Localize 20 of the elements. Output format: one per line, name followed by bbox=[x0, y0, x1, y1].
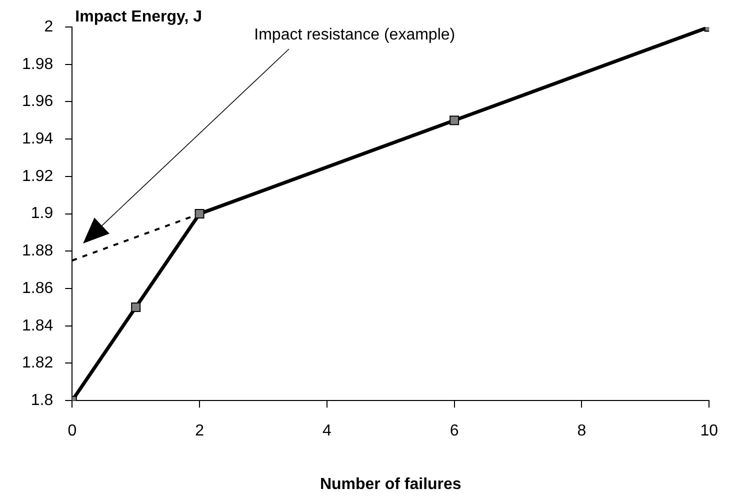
x-tick-label: 2 bbox=[195, 422, 204, 440]
y-tick-label: 2 bbox=[44, 18, 54, 36]
y-axis-title: Impact Energy, J bbox=[75, 8, 202, 26]
x-tick-label: 4 bbox=[322, 422, 332, 440]
annotation: Impact resistance (example) bbox=[254, 26, 456, 44]
x-tick-label: 6 bbox=[450, 422, 459, 440]
y-tick-label: 1.8 bbox=[30, 392, 54, 410]
y-tick-label: 1.9 bbox=[30, 205, 54, 222]
y-tick-label: 1.88 bbox=[22, 242, 54, 260]
y-tick-label: 1.98 bbox=[22, 56, 54, 73]
y-tick-label: 1.96 bbox=[22, 93, 54, 110]
y-tick-label: 1.94 bbox=[22, 130, 54, 148]
x-tick-label: 10 bbox=[700, 422, 718, 440]
x-axis-title: Number of failures bbox=[320, 476, 462, 493]
y-tick-label: 1.82 bbox=[22, 354, 54, 372]
y-tick-label: 1.86 bbox=[22, 280, 54, 297]
y-tick-label: 1.92 bbox=[22, 168, 54, 185]
x-tick-label: 0 bbox=[68, 422, 77, 440]
y-tick-label: 1.84 bbox=[22, 317, 54, 334]
x-tick-label: 8 bbox=[577, 422, 586, 440]
